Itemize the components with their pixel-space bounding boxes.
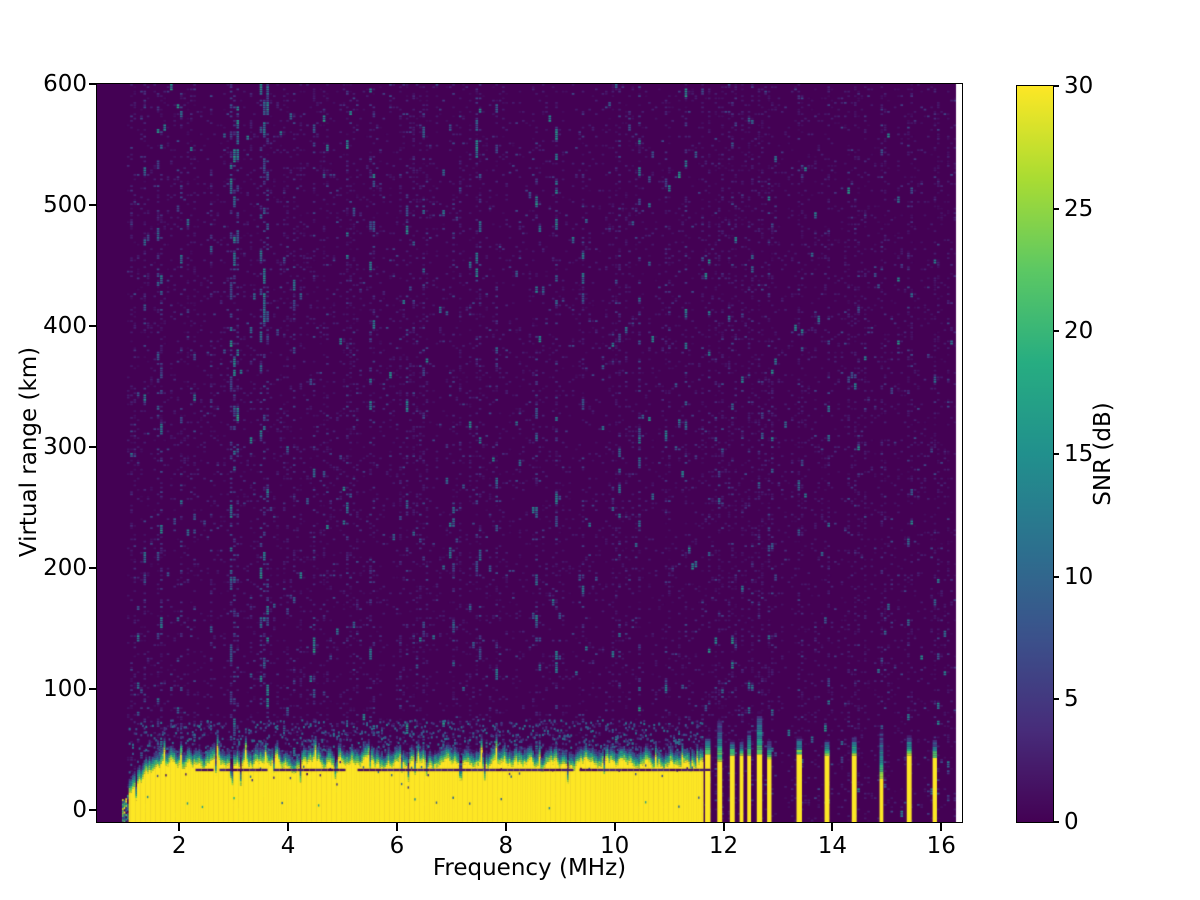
colorbar-tick-mark xyxy=(1053,821,1059,823)
x-tick-label: 6 xyxy=(389,833,405,859)
y-tick-mark xyxy=(89,445,96,448)
heatmap-canvas xyxy=(97,84,962,822)
plot-area xyxy=(96,83,963,823)
x-tick-label: 12 xyxy=(708,833,739,859)
y-tick-label: 300 xyxy=(43,433,87,460)
y-tick-mark xyxy=(89,808,96,811)
y-tick-mark xyxy=(89,83,96,85)
colorbar-tick-mark xyxy=(1053,453,1059,455)
colorbar xyxy=(1016,85,1054,823)
x-tick-mark xyxy=(940,823,943,831)
x-tick-mark xyxy=(831,823,834,831)
y-tick-label: 100 xyxy=(43,675,87,702)
x-tick-label: 10 xyxy=(600,833,630,859)
colorbar-tick-mark xyxy=(1053,698,1059,701)
colorbar-tick-mark xyxy=(1053,575,1059,578)
x-tick-label: 2 xyxy=(171,833,187,859)
x-axis-label: Frequency (MHz) xyxy=(432,855,627,881)
colorbar-tick-label: 15 xyxy=(1064,441,1094,467)
colorbar-tick-mark xyxy=(1053,330,1059,333)
colorbar-tick-label: 0 xyxy=(1064,809,1079,835)
y-tick-label: 0 xyxy=(72,796,87,823)
y-tick-mark xyxy=(89,203,96,206)
colorbar-tick-label: 10 xyxy=(1064,563,1094,590)
y-tick-label: 500 xyxy=(43,191,87,218)
y-tick-mark xyxy=(89,687,96,690)
x-tick-label: 8 xyxy=(498,833,514,859)
colorbar-tick-label: 25 xyxy=(1064,195,1094,222)
colorbar-gradient xyxy=(1017,86,1053,822)
x-tick-mark xyxy=(178,823,181,831)
y-tick-mark xyxy=(89,566,96,569)
x-tick-label: 16 xyxy=(926,833,956,859)
y-tick-label: 600 xyxy=(43,71,87,97)
x-tick-label: 14 xyxy=(817,833,848,859)
y-tick-mark xyxy=(89,324,96,327)
x-tick-mark xyxy=(613,823,616,831)
colorbar-tick-label: 5 xyxy=(1064,686,1079,713)
x-tick-mark xyxy=(722,823,725,831)
y-tick-label: 400 xyxy=(43,312,87,339)
x-tick-label: 4 xyxy=(280,833,296,859)
y-tick-label: 200 xyxy=(43,554,87,581)
colorbar-tick-mark xyxy=(1053,85,1059,87)
colorbar-tick-label: 30 xyxy=(1064,73,1094,99)
x-tick-mark xyxy=(504,823,507,831)
colorbar-tick-label: 20 xyxy=(1064,318,1094,345)
x-tick-mark xyxy=(395,823,398,831)
colorbar-tick-mark xyxy=(1053,207,1059,210)
x-tick-mark xyxy=(287,823,290,831)
colorbar-label: SNR (dB) xyxy=(1090,402,1116,506)
